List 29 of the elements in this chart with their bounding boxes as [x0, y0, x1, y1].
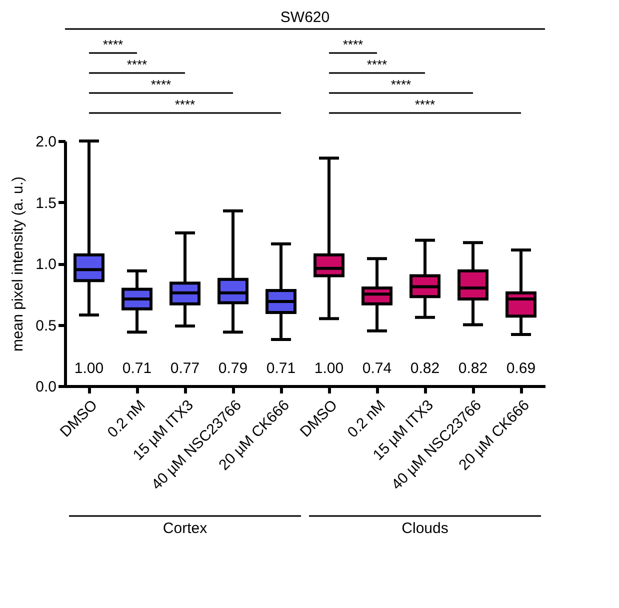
- x-tick-label: 0.2 nM: [344, 396, 389, 442]
- text: 0.71: [266, 360, 296, 377]
- text: ****: [414, 97, 436, 112]
- text: 0.69: [506, 360, 536, 377]
- y-tick-label: 0.5: [36, 317, 56, 334]
- y-tick-label: 1.0: [36, 256, 56, 273]
- text: Cortex: [162, 520, 208, 537]
- text: 1.00: [314, 360, 344, 377]
- y-tick-label: 1.5: [36, 194, 56, 212]
- text: ****: [126, 57, 148, 72]
- y-tick-label: 0.0: [36, 378, 56, 396]
- text: 1.00: [74, 360, 104, 377]
- text: 0.82: [410, 360, 440, 377]
- text: ****: [150, 77, 172, 92]
- text: 0.82: [458, 360, 488, 377]
- text: ****: [366, 57, 388, 72]
- y-axis-title: mean pixel intensity (a. u.): [10, 176, 27, 352]
- text: ****: [102, 37, 124, 52]
- text: 0.77: [170, 360, 200, 377]
- x-tick-label: 0.2 nM: [104, 396, 149, 442]
- text: ****: [342, 37, 364, 52]
- text: 0.79: [218, 360, 248, 377]
- text: ****: [390, 77, 412, 92]
- y-tick-label: 2.0: [36, 134, 56, 150]
- chart-title: SW620: [280, 9, 330, 26]
- text: ****: [174, 97, 196, 112]
- text: Clouds: [402, 520, 448, 537]
- text: 0.74: [362, 360, 392, 377]
- text: 0.71: [122, 360, 152, 377]
